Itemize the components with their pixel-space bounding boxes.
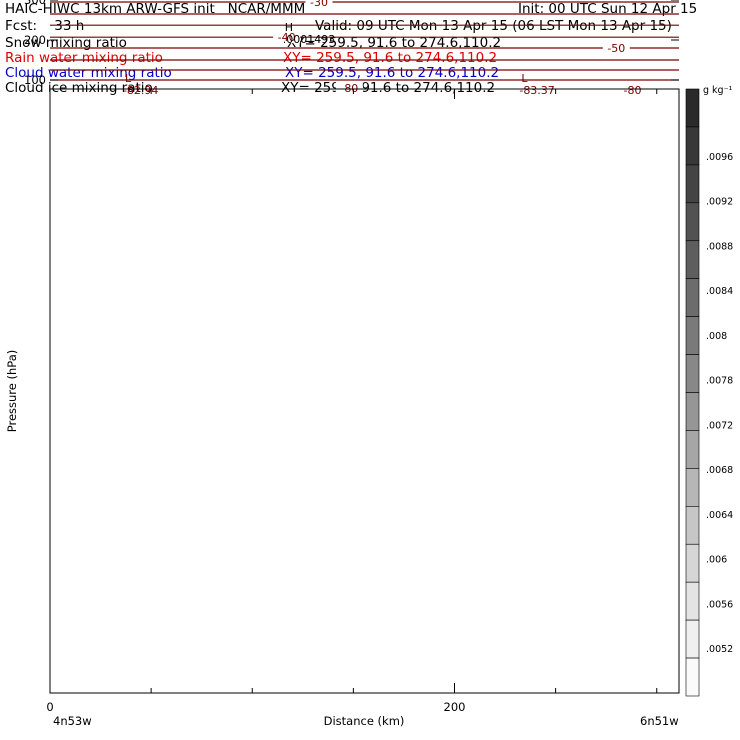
- extremum-value: -83.37: [519, 84, 554, 97]
- y-tick-label: 200: [24, 33, 46, 47]
- colorbar-label: .006: [706, 555, 727, 566]
- extremum-mark: H: [285, 21, 293, 34]
- left-endpoint-label: 4n53w: [53, 714, 92, 728]
- colorbar-swatch: [685, 468, 700, 507]
- colorbar-swatch: [685, 240, 700, 279]
- colorbar-label: .0088: [706, 241, 733, 252]
- field-xy-snow: XY= 259.5, 91.6 to 274.6,110.2: [287, 35, 502, 51]
- colorbar-label: .0092: [706, 197, 733, 208]
- contour-labels: -80-80-50-40-30-20-1001020: [273, 0, 646, 97]
- colorbar-swatch: [685, 657, 700, 697]
- colorbar-label: .0068: [706, 465, 733, 476]
- contour-label: -30: [310, 0, 328, 9]
- colorbar-units: g kg⁻¹: [703, 85, 733, 96]
- colorbar-label: .0056: [706, 599, 733, 610]
- colorbar-label: .008: [706, 331, 727, 342]
- colorbar-label: .0052: [706, 644, 733, 655]
- colorbar-swatch: [685, 202, 700, 242]
- colorbar-swatch: [685, 543, 700, 583]
- colorbar-swatch: [685, 619, 700, 659]
- extremum-value: -82.94: [123, 84, 158, 97]
- colorbar-swatch: [685, 506, 700, 545]
- colorbar-swatch: [685, 430, 700, 469]
- temperature-contours: [50, 1, 679, 81]
- contour-label-bg: [305, 0, 333, 8]
- field-xy-rain: XY= 259.5, 91.6 to 274.6,110.2: [283, 50, 498, 66]
- axes: 10020030040050060070080090010000200: [24, 0, 679, 714]
- y-axis-label: Pressure (hPa): [5, 350, 19, 433]
- chart-title: HAIC-HIWC 13km ARW-GFS init NCAR/MMM: [5, 1, 306, 17]
- colorbar-swatch: [685, 126, 700, 166]
- extremum-value: .0001493: [283, 33, 336, 46]
- contour-label-bg: [335, 81, 363, 94]
- colorbar-label: .0072: [706, 420, 733, 431]
- y-tick-label: 100: [24, 73, 46, 87]
- colorbar-label: .0084: [706, 286, 733, 297]
- colorbar-swatch: [685, 164, 700, 204]
- x-tick-label: 200: [444, 700, 466, 714]
- field-label-rain: Rain water mixing ratio: [5, 50, 163, 66]
- contour-label-bg: [602, 41, 630, 54]
- right-endpoint-label: 6n51w: [640, 714, 679, 728]
- colorbar-swatch: [685, 581, 700, 621]
- contour-label: -40: [278, 31, 296, 44]
- colorbar: g kg⁻¹ .0096 .0092 .0088 .0084 .008 .0078 .0072…: [685, 85, 733, 697]
- valid-time: Valid: 09 UTC Mon 13 Apr 15 (06 LST Mon …: [315, 18, 672, 34]
- field-label-cloud-ice: Cloud ice mixing ratio: [5, 80, 153, 96]
- field-xy-cloud-water: XY= 259.5, 91.6 to 274.6,110.2: [285, 65, 500, 81]
- colorbar-label: .0096: [706, 152, 733, 163]
- contour-label: -50: [607, 42, 625, 55]
- colorbar-swatch: [685, 354, 700, 393]
- colorbar-label: .0064: [706, 510, 733, 521]
- contour-label-bg: [273, 30, 301, 44]
- extrema-markers: L-82.94L-83.37H.0001493H1019: [123, 21, 555, 97]
- colorbar-swatch: [685, 278, 700, 317]
- forecast-hour: Fcst: 33 h: [5, 18, 85, 34]
- y-tick-label: 300: [24, 0, 46, 7]
- colorbar-swatch: [685, 88, 700, 128]
- colorbar-swatch: [685, 392, 700, 431]
- field-label-snow: Snow mixing ratio: [5, 35, 127, 51]
- plot-frame: [49, 88, 680, 694]
- init-time: Init: 00 UTC Sun 12 Apr 15: [518, 1, 698, 17]
- field-label-cloud-water: Cloud water mixing ratio: [5, 65, 172, 81]
- colorbar-swatch: [685, 316, 700, 355]
- x-tick-label: 0: [46, 700, 53, 714]
- extremum-mark: L: [521, 72, 528, 85]
- x-axis-label: Distance (km): [324, 714, 405, 728]
- extremum-mark: L: [125, 72, 132, 85]
- contour-label: -80: [623, 84, 641, 97]
- colorbar-label: .0078: [706, 376, 733, 387]
